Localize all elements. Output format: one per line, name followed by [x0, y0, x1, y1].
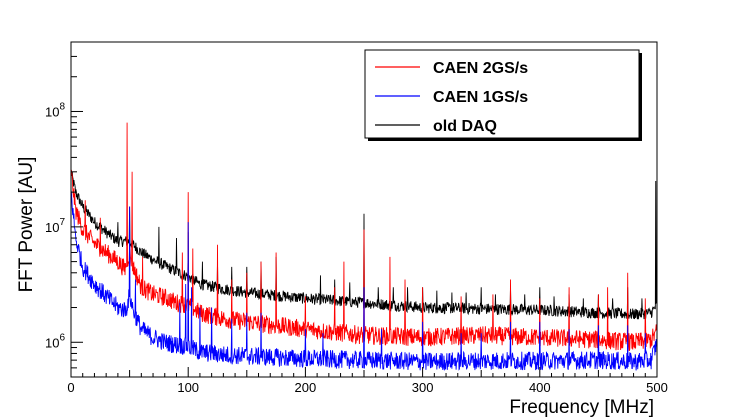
x-tick-label: 300: [412, 380, 434, 395]
legend-label: CAEN 1GS/s: [433, 89, 528, 106]
series-line-caen-2gs-s: [70, 122, 658, 352]
legend-box: [364, 49, 640, 139]
y-tick-label: 106: [45, 332, 65, 350]
legend-label: old DAQ: [433, 118, 497, 135]
x-tick-label: 500: [646, 380, 668, 395]
y-axis-title: FFT Power [AU]: [16, 157, 37, 293]
series-line-caen-1gs-s: [70, 189, 658, 371]
legend-label: CAEN 2GS/s: [433, 60, 528, 77]
legend: CAEN 2GS/s CAEN 1GS/s old DAQ: [364, 49, 642, 141]
series-line-old-daq: [70, 169, 658, 320]
x-axis-title: Frequency [MHz]: [509, 397, 654, 418]
x-tick-label: 100: [177, 380, 199, 395]
x-tick-label: 400: [529, 380, 551, 395]
x-tick-label: 0: [67, 380, 74, 395]
x-tick-label: 200: [295, 380, 317, 395]
y-tick-label: 107: [45, 217, 65, 235]
y-tick-label: 108: [45, 101, 65, 119]
